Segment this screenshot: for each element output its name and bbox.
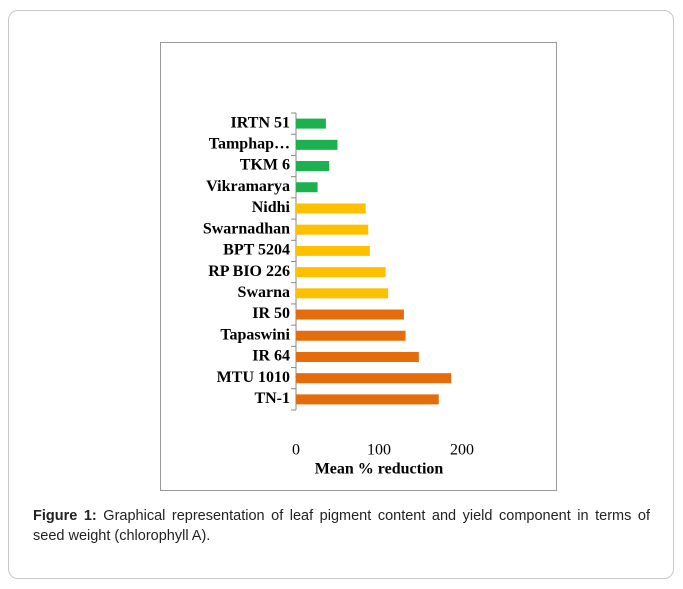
bar: [296, 373, 452, 384]
y-tick-label: MTU 1010: [217, 369, 290, 386]
y-tick-label: IRTN 51: [231, 114, 290, 131]
caption-label: Figure 1:: [33, 508, 97, 524]
x-axis-label: Mean % reduction: [315, 461, 444, 478]
bar: [296, 161, 330, 172]
bar: [296, 394, 439, 405]
y-tick-label: Tapaswini: [220, 326, 290, 343]
y-tick-label: Swarnadhan: [203, 220, 290, 237]
chart: Mean % reduction 0 100 200 IRTN 51 Tamphap… T…: [203, 112, 474, 478]
bar: [296, 224, 369, 235]
bar: [296, 267, 386, 278]
bar: [296, 139, 338, 150]
y-tick-label: TKM 6: [240, 157, 290, 174]
y-tick-label: Swarna: [238, 284, 290, 301]
y-tick-label: BPT 5204: [223, 242, 290, 259]
bar: [296, 288, 389, 299]
bar: [296, 182, 318, 193]
x-tick-label: 0: [292, 442, 300, 459]
bar: [296, 309, 404, 320]
bar: [296, 351, 419, 362]
x-tick-label: 100: [367, 442, 391, 459]
y-tick-label: IR 64: [252, 348, 290, 365]
bar: [296, 118, 326, 129]
bar: [296, 245, 370, 256]
y-tick-label: RP BIO 226: [208, 263, 290, 280]
x-tick-label: 200: [450, 442, 474, 459]
y-tick-label: Tamphap…: [209, 135, 290, 152]
bar: [296, 330, 406, 341]
chart-border: [160, 42, 557, 491]
y-tick-label: Nidhi: [252, 199, 291, 216]
y-tick-label: TN-1: [254, 390, 290, 407]
figure-frame: [8, 10, 674, 579]
y-tick-label: Vikramarya: [206, 178, 290, 195]
caption-text: Graphical representation of leaf pigment…: [33, 508, 651, 544]
caption: Figure 1: Graphical representation of le…: [33, 506, 650, 546]
bar: [296, 203, 366, 214]
y-tick-label: IR 50: [252, 305, 290, 322]
